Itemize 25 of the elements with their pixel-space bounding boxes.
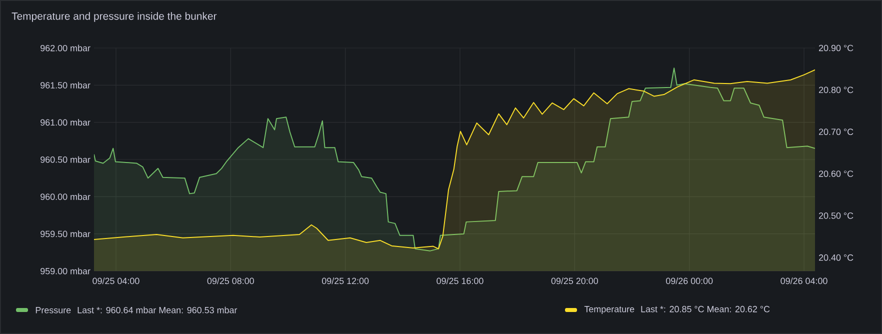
legend-label: Pressure bbox=[36, 307, 71, 314]
y-tick-label: 961.00 mbar bbox=[40, 119, 90, 126]
x-tick-label: 09/25 20:00 bbox=[551, 278, 598, 284]
x-tick-label: 09/25 04:00 bbox=[92, 278, 140, 284]
y-tick-label: 961.50 mbar bbox=[40, 82, 90, 88]
y2-tick-label: 20.70 °C bbox=[818, 128, 854, 136]
x-tick-label: 09/25 08:00 bbox=[207, 278, 254, 284]
y-tick-label: 962.00 mbar bbox=[40, 44, 90, 52]
y2-tick-label: 20.90 °C bbox=[818, 44, 854, 52]
y2-tick-label: 20.40 °C bbox=[818, 254, 854, 261]
legend-label: Temperature bbox=[584, 306, 634, 314]
x-tick-label: 09/25 16:00 bbox=[436, 278, 484, 284]
y-tick-label: 959.50 mbar bbox=[40, 230, 90, 238]
x-tick-label: 09/26 00:00 bbox=[666, 278, 713, 284]
chart-title: Temperature and pressure inside the bunker bbox=[12, 12, 217, 22]
y2-tick-label: 20.60 °C bbox=[818, 170, 854, 177]
y2-tick-label: 20.80 °C bbox=[818, 86, 854, 94]
y-tick-label: 960.00 mbar bbox=[40, 193, 90, 200]
text: Last *: 960.64 mbar Mean: 960.53 mbar bbox=[78, 306, 238, 314]
x-tick-label: 09/26 04:00 bbox=[780, 278, 828, 284]
text: Last *: 20.85 °C Mean: 20.62 °C bbox=[641, 306, 770, 312]
x-tick-label: 09/25 12:00 bbox=[322, 278, 369, 284]
y2-tick-label: 20.50 °C bbox=[818, 212, 854, 219]
y-tick-label: 960.50 mbar bbox=[40, 156, 90, 163]
y-tick-label: 959.00 mbar bbox=[40, 268, 90, 274]
